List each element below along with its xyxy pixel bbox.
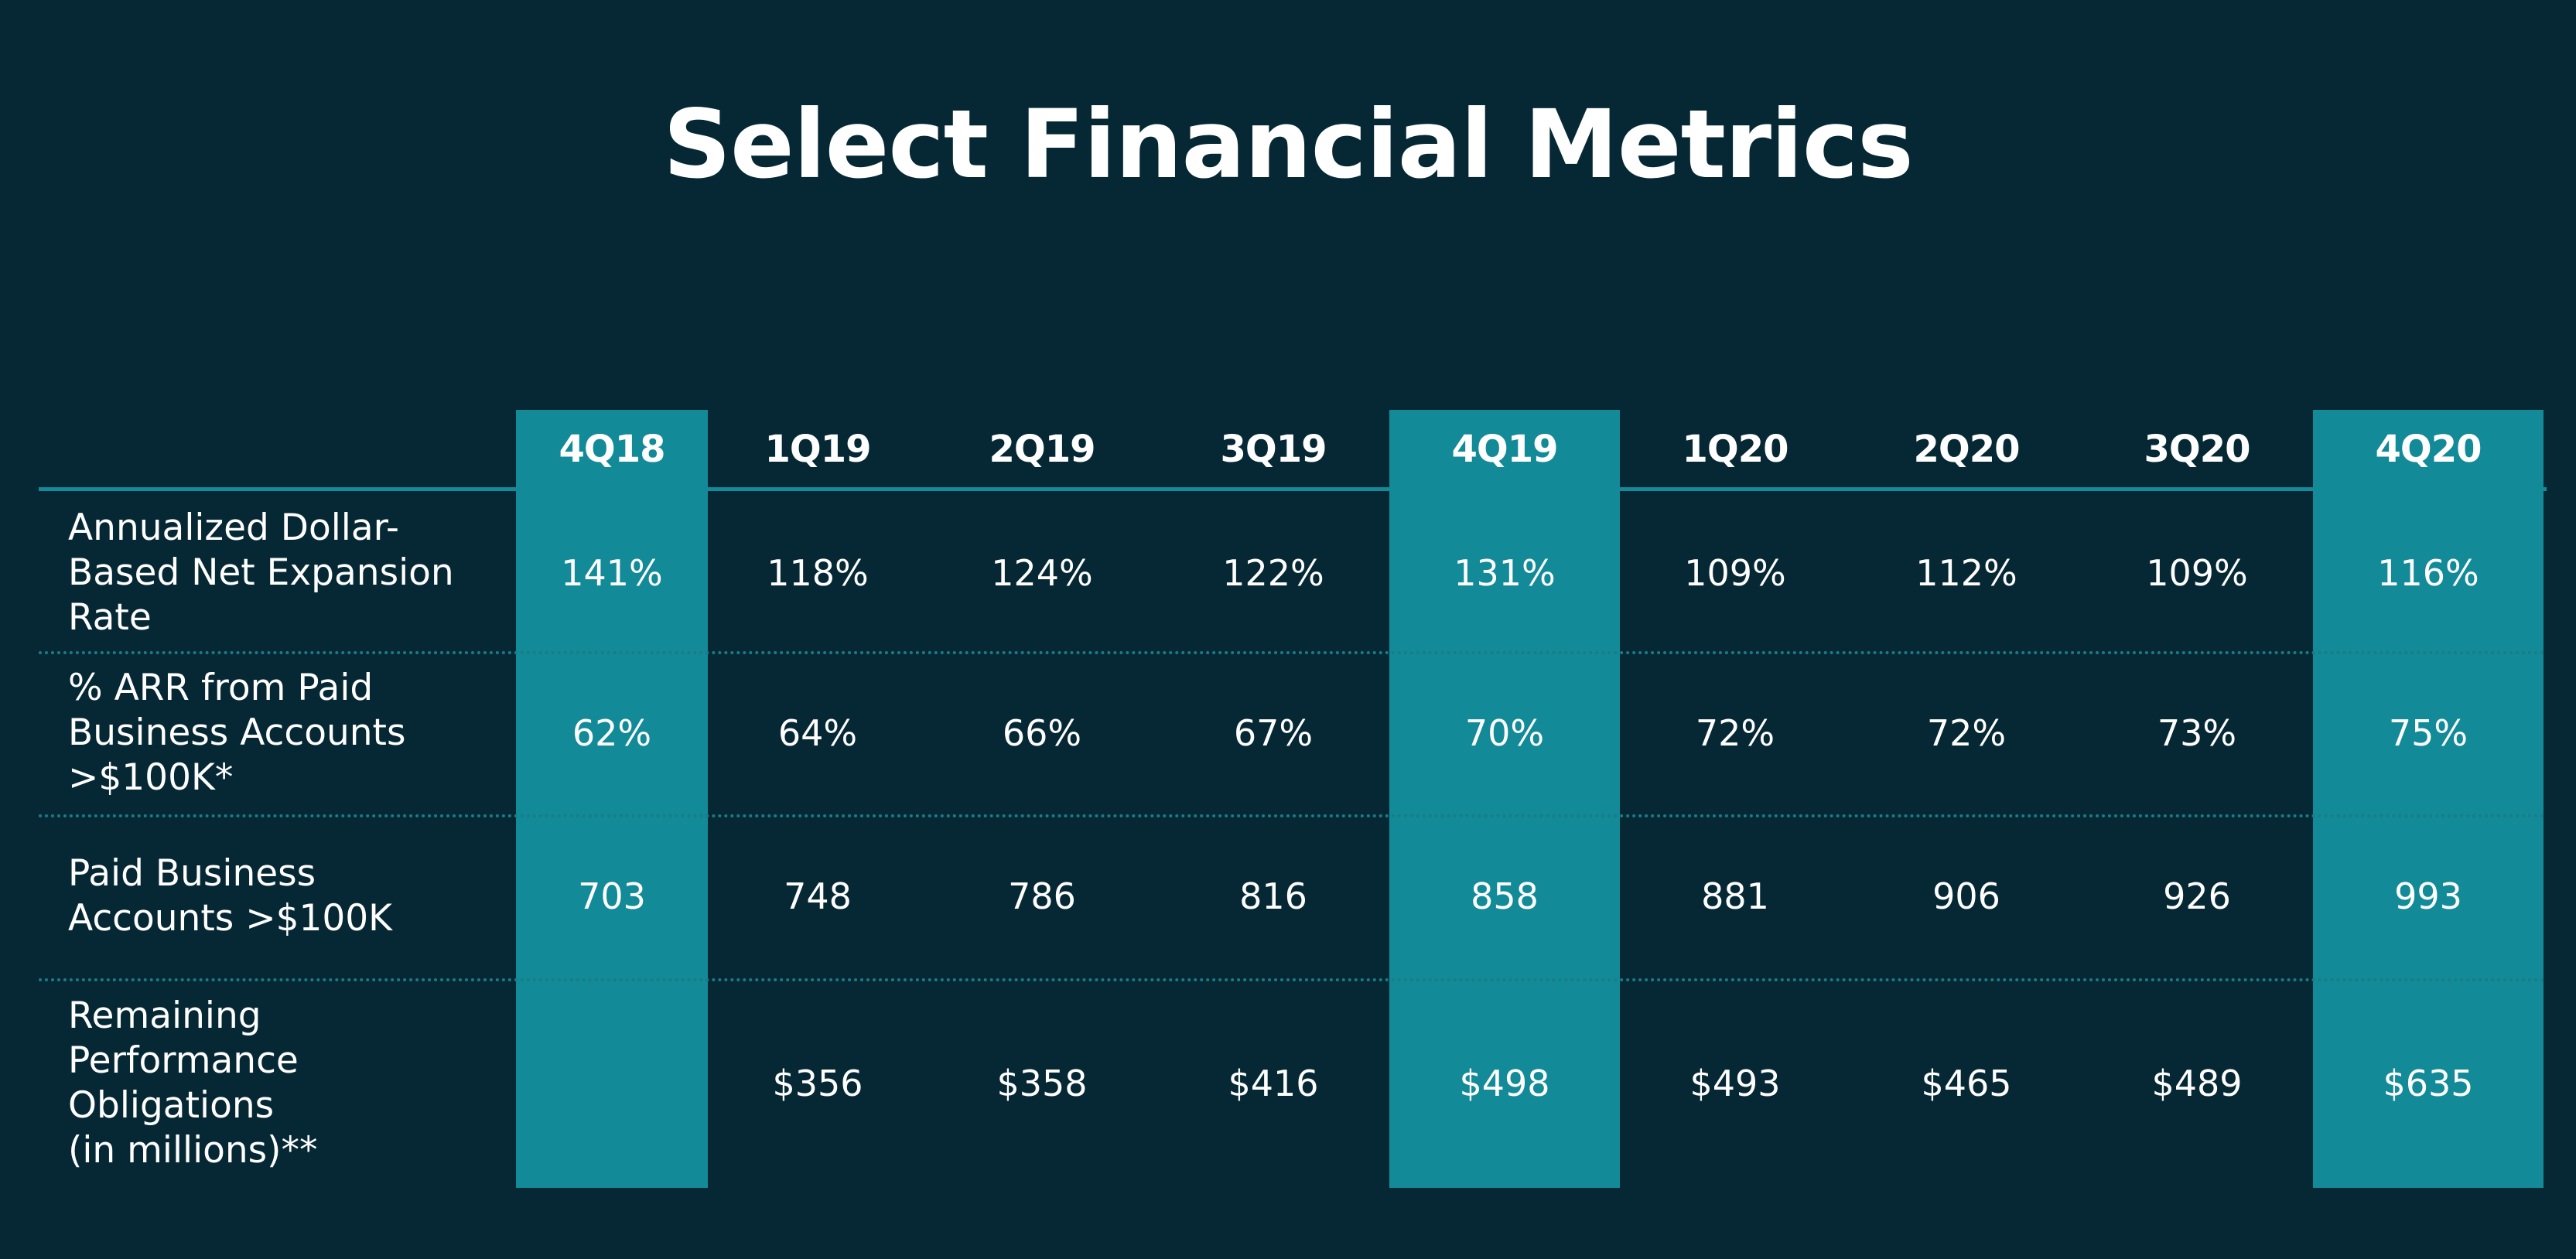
row-label-line: (in millions)**	[68, 1128, 318, 1172]
column-header-2q20: 2Q20	[1913, 428, 2021, 471]
column-header-3q20: 3Q20	[2144, 428, 2251, 471]
row-label-line: Annualized Dollar-	[68, 507, 399, 549]
value-cell: $635	[2383, 1062, 2474, 1104]
column-header-1q20: 1Q20	[1682, 428, 1789, 471]
value-cell: 122%	[1222, 552, 1324, 594]
value-cell: 858	[1471, 875, 1539, 917]
row-label-line: Based Net Expansion	[68, 551, 454, 594]
value-cell: 816	[1239, 875, 1307, 917]
column-header-4q20: 4Q20	[2375, 428, 2482, 471]
row-label-line: Accounts >$100K	[68, 897, 393, 940]
highlight-band-4q19	[1389, 410, 1620, 1188]
value-cell: 993	[2394, 875, 2462, 917]
page-title: Select Financial Metrics	[663, 90, 1914, 200]
value-cell: $498	[1459, 1062, 1550, 1104]
row-label-line: Remaining	[68, 994, 261, 1037]
row-label: Remaining Performance Obligations (in milli…	[68, 994, 517, 1173]
value-cell: 70%	[1464, 711, 1545, 754]
value-cell: 73%	[2157, 711, 2237, 754]
value-cell: $358	[996, 1062, 1088, 1104]
value-cell: 72%	[1695, 711, 1775, 754]
value-cell: 141%	[561, 552, 663, 594]
row-divider	[39, 814, 2547, 817]
header-divider	[39, 487, 2547, 491]
value-cell: 66%	[1002, 711, 1082, 754]
value-cell: 748	[784, 875, 852, 917]
highlight-band-4q20	[2313, 410, 2544, 1188]
row-label-line: Paid Business	[68, 852, 316, 895]
value-cell: 64%	[777, 711, 858, 754]
value-cell: 112%	[1915, 552, 2017, 594]
value-cell: 881	[1701, 875, 1769, 917]
value-cell: 786	[1008, 875, 1076, 917]
column-header-2q19: 2Q19	[989, 428, 1096, 471]
value-cell: $356	[772, 1062, 863, 1104]
row-label: % ARR from Paid Business Accounts >$100K*	[68, 666, 517, 800]
row-divider	[39, 651, 2547, 654]
value-cell: 118%	[767, 552, 869, 594]
value-cell: 67%	[1233, 711, 1314, 754]
row-label-line: Obligations	[68, 1083, 275, 1127]
row-label-line: Business Accounts	[68, 711, 406, 754]
highlight-band-4q18	[516, 410, 708, 1188]
value-cell: $416	[1228, 1062, 1319, 1104]
column-header-4q19: 4Q19	[1451, 428, 1559, 471]
value-cell: 906	[1932, 875, 2000, 917]
value-cell: $493	[1689, 1062, 1781, 1104]
row-label-line: Performance	[68, 1039, 299, 1082]
row-label-line: >$100K*	[68, 756, 234, 799]
row-label-line: Rate	[68, 596, 152, 639]
value-cell: 116%	[2377, 552, 2479, 594]
value-cell: 62%	[572, 711, 652, 754]
value-cell: 72%	[1926, 711, 2007, 754]
value-cell: $489	[2151, 1062, 2243, 1104]
value-cell: 926	[2163, 875, 2231, 917]
column-header-3q19: 3Q19	[1220, 428, 1327, 471]
row-label: Paid Business Accounts >$100K	[68, 851, 517, 941]
row-label: Annualized Dollar- Based Net Expansion Rat…	[68, 506, 517, 640]
value-cell: 131%	[1454, 552, 1556, 594]
value-cell: $465	[1921, 1062, 2012, 1104]
row-divider	[39, 978, 2547, 981]
column-header-1q19: 1Q19	[764, 428, 872, 471]
column-header-4q18: 4Q18	[559, 428, 666, 471]
value-cell: 109%	[1684, 552, 1786, 594]
value-cell: 703	[578, 875, 646, 917]
value-cell: 75%	[2388, 711, 2468, 754]
value-cell: 109%	[2146, 552, 2248, 594]
row-label-line: % ARR from Paid	[68, 666, 374, 709]
value-cell: 124%	[991, 552, 1093, 594]
value-cell	[516, 978, 708, 1188]
